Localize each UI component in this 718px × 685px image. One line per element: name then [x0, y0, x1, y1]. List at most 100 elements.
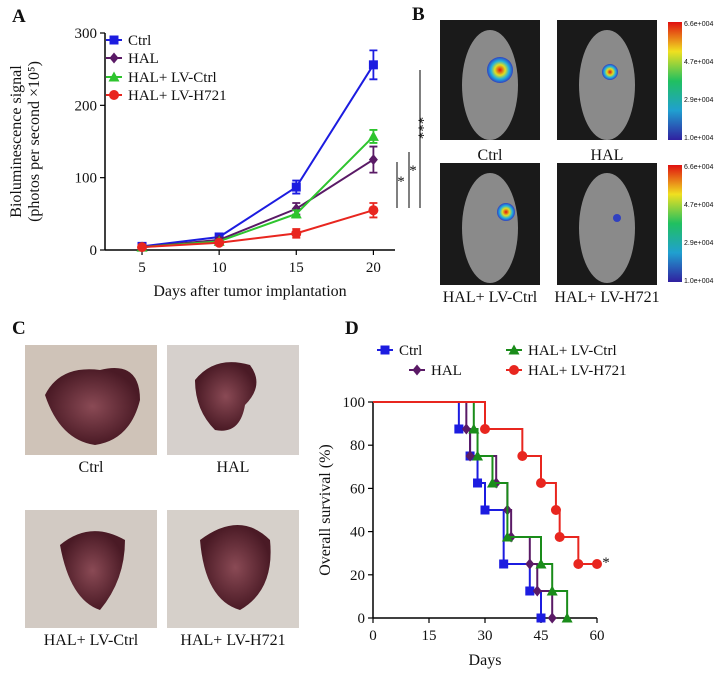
legend-label: HAL — [431, 363, 462, 379]
marker — [291, 182, 301, 192]
series-line — [141, 64, 375, 248]
x-tick-label: 45 — [534, 628, 549, 644]
legend-marker — [109, 52, 119, 64]
survival-curve — [373, 401, 597, 565]
marker — [472, 450, 484, 461]
legend-label: HAL+ LV-H721 — [528, 363, 627, 379]
image-label: HAL+ LV-Ctrl — [443, 289, 538, 306]
colorbar-tick-label: 1.0e+004 — [684, 135, 713, 142]
y-tick-label: 300 — [75, 26, 98, 42]
panel-letter: C — [12, 318, 26, 339]
image-label: HAL — [591, 147, 624, 164]
marker — [473, 478, 483, 488]
marker — [536, 613, 546, 623]
y-tick-label: 80 — [350, 438, 365, 454]
legend-label: Ctrl — [399, 343, 422, 359]
annotation: * — [397, 174, 405, 190]
y-axis-label: Bioluminescence signal — [8, 65, 25, 218]
marker — [290, 208, 302, 219]
marker — [535, 558, 547, 569]
y-tick-label: 0 — [90, 243, 98, 259]
x-tick-label: 15 — [422, 628, 437, 644]
x-tick-label: 0 — [369, 628, 377, 644]
marker — [214, 237, 225, 248]
y-tick-label: 20 — [350, 568, 365, 584]
legend-marker — [109, 90, 119, 100]
marker — [367, 130, 379, 141]
colorbar-tick-label: 6.6e+004 — [684, 21, 713, 28]
legend-marker — [412, 364, 422, 376]
image-label: Ctrl — [79, 459, 104, 476]
y-axis-label: (photos per second ×10⁵) — [26, 61, 43, 222]
annotation: *** — [416, 117, 432, 140]
bioluminescence-images — [440, 20, 682, 285]
x-tick-label: 60 — [590, 628, 605, 644]
colorbar-tick-label: 2.9e+004 — [684, 97, 713, 104]
legend-label: Ctrl — [128, 33, 151, 49]
marker — [137, 242, 148, 253]
series-line — [141, 158, 374, 249]
x-tick-label: 20 — [366, 260, 381, 276]
marker — [368, 205, 379, 216]
panel-letter: A — [12, 6, 26, 27]
marker — [368, 60, 378, 70]
colorbar-tick-label: 1.0e+004 — [684, 278, 713, 285]
colorbar-tick-label: 4.7e+004 — [684, 202, 713, 209]
x-tick-label: 5 — [138, 260, 146, 276]
legend-marker — [509, 365, 519, 375]
colorbar-tick-label: 2.9e+004 — [684, 240, 713, 247]
colorbar-tick-label: 4.7e+004 — [684, 59, 713, 66]
panel-letter: D — [345, 318, 359, 339]
y-tick-label: 100 — [75, 171, 98, 187]
y-tick-label: 100 — [343, 395, 366, 411]
marker — [561, 612, 573, 623]
y-axis-label: Overall survival (%) — [317, 444, 334, 576]
marker — [573, 559, 584, 569]
legend-label: HAL+ LV-Ctrl — [128, 70, 217, 86]
y-tick-label: 60 — [350, 481, 365, 497]
marker — [291, 228, 302, 239]
y-tick-label: 200 — [75, 98, 98, 114]
legend-marker — [108, 71, 120, 82]
annotation: * — [409, 163, 417, 179]
image-label: HAL+ LV-H721 — [554, 289, 659, 306]
legend-marker — [109, 35, 119, 45]
survival-curve — [373, 401, 554, 618]
marker — [532, 585, 542, 597]
x-axis-label: Days — [469, 652, 502, 669]
marker — [536, 478, 546, 488]
y-tick-label: 40 — [350, 525, 365, 541]
survival-curve — [373, 401, 542, 618]
image-label: Ctrl — [478, 147, 503, 164]
marker — [554, 532, 565, 542]
marker — [368, 154, 378, 166]
legend-marker — [508, 344, 520, 355]
marker — [525, 586, 535, 596]
x-tick-label: 30 — [478, 628, 493, 644]
marker — [592, 559, 602, 569]
series-line — [141, 135, 375, 249]
image-label: HAL — [217, 459, 250, 476]
marker — [517, 451, 528, 461]
marker — [465, 450, 475, 462]
x-axis-label: Days after tumor implantation — [153, 283, 346, 300]
legend-marker — [380, 345, 390, 355]
panel-letter: B — [412, 4, 425, 25]
legend-label: HAL — [128, 51, 159, 67]
marker — [468, 423, 480, 434]
legend-label: HAL+ LV-H721 — [128, 88, 227, 104]
liver-images — [25, 345, 299, 628]
annotation: * — [602, 555, 610, 571]
image-label: HAL+ LV-H721 — [180, 632, 285, 649]
marker — [480, 424, 490, 434]
marker — [486, 477, 498, 488]
x-tick-label: 15 — [289, 260, 304, 276]
marker — [461, 423, 471, 435]
colorbar-tick-label: 6.6e+004 — [684, 164, 713, 171]
marker — [480, 505, 490, 515]
marker — [550, 505, 561, 515]
series-line — [141, 209, 374, 249]
marker — [547, 612, 557, 624]
